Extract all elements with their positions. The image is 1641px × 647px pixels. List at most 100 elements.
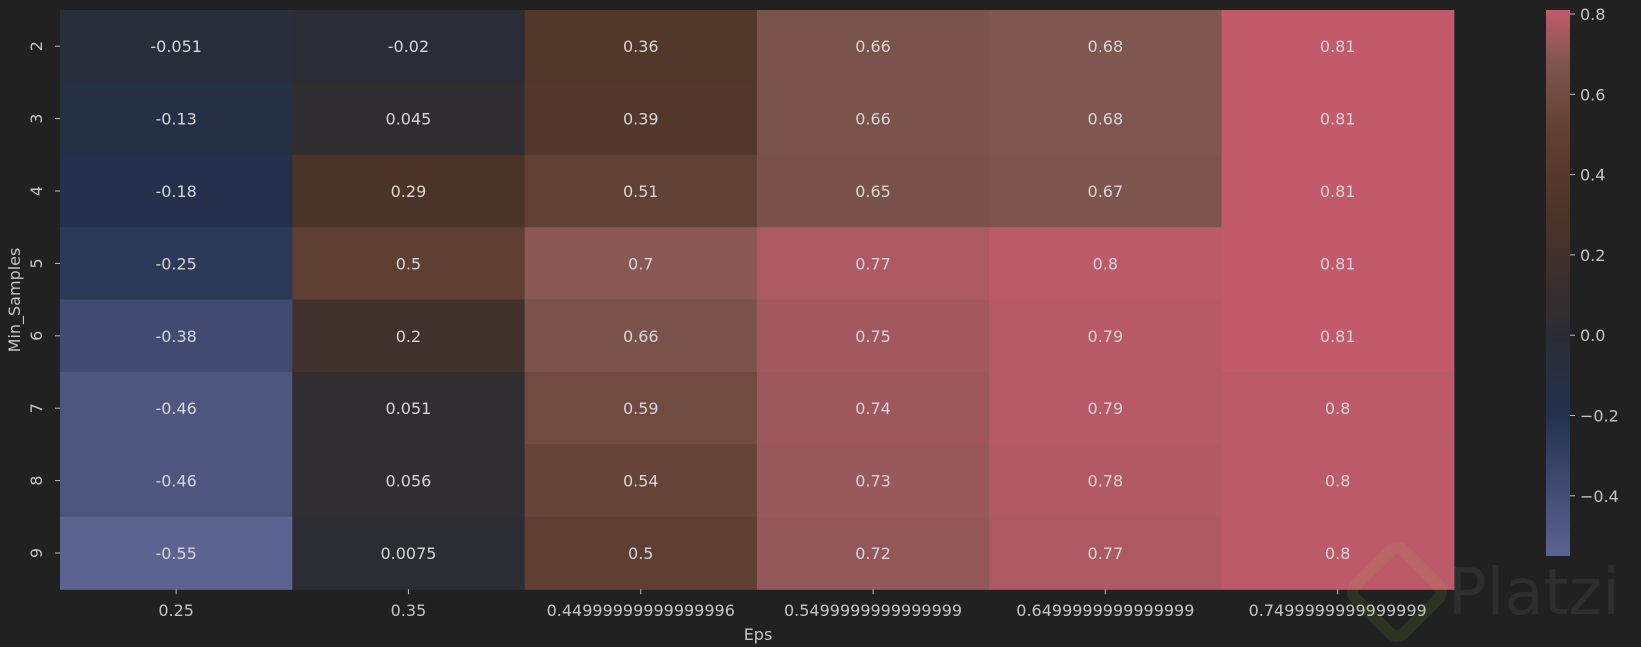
colorbar bbox=[1546, 10, 1570, 556]
x-tick-label: 0.44999999999999996 bbox=[547, 601, 735, 620]
cell-annotation: 0.5 bbox=[396, 254, 421, 273]
heatmap-cell bbox=[292, 227, 526, 301]
x-tick-label: 0.7499999999999999 bbox=[1249, 601, 1427, 620]
heatmap-cell bbox=[756, 372, 990, 445]
y-tick-label: 4 bbox=[27, 186, 46, 196]
heatmap-cell bbox=[756, 299, 990, 373]
heatmap-cell bbox=[292, 444, 526, 518]
heatmap-cell bbox=[989, 516, 1223, 590]
cell-annotation: 0.79 bbox=[1088, 327, 1124, 346]
cell-annotation: 0.7 bbox=[628, 254, 653, 273]
heatmap-cell bbox=[989, 444, 1223, 518]
heatmap-cell bbox=[292, 299, 526, 373]
heatmap-cell bbox=[60, 10, 293, 83]
y-tick-label: 2 bbox=[27, 41, 46, 51]
cell-annotation: 0.81 bbox=[1320, 327, 1356, 346]
heatmap-cell bbox=[524, 444, 758, 518]
cell-annotation: -0.13 bbox=[155, 110, 196, 129]
cell-annotation: -0.25 bbox=[155, 254, 196, 273]
cell-annotation: 0.36 bbox=[623, 37, 659, 56]
heatmap-cell bbox=[989, 372, 1223, 445]
cell-annotation: 0.73 bbox=[855, 472, 891, 491]
cell-annotation: 0.8 bbox=[1093, 254, 1118, 273]
y-tick-label: 3 bbox=[27, 114, 46, 124]
y-tick-label: 9 bbox=[27, 548, 46, 558]
cell-annotation: 0.81 bbox=[1320, 182, 1356, 201]
x-tick-label: 0.25 bbox=[158, 601, 194, 620]
heatmap-cell bbox=[989, 227, 1223, 301]
heatmap-cell bbox=[524, 372, 758, 445]
colorbar-tick-label: −0.4 bbox=[1580, 487, 1619, 506]
watermark-text: Platzi bbox=[1448, 556, 1620, 630]
heatmap-cell bbox=[60, 299, 293, 373]
heatmap-cell bbox=[756, 444, 990, 518]
cell-annotation: 0.79 bbox=[1088, 399, 1124, 418]
heatmap-cell bbox=[989, 82, 1223, 156]
cell-annotations: -0.051 -0.02 0.36 0.66 0.68 0.81 -0.13 0.045 0.3… bbox=[150, 37, 1355, 563]
cell-annotation: 0.77 bbox=[1088, 544, 1124, 563]
cell-annotation: 0.29 bbox=[391, 182, 427, 201]
cell-annotation: 0.65 bbox=[855, 182, 891, 201]
cell-annotation: 0.8 bbox=[1325, 544, 1350, 563]
heatmap-cell bbox=[1221, 82, 1455, 156]
cell-annotation: 0.54 bbox=[623, 472, 659, 491]
heatmap-cell bbox=[60, 227, 293, 301]
heatmap-cell bbox=[1221, 444, 1455, 518]
y-tick-label: 8 bbox=[27, 476, 46, 486]
heatmap-cell bbox=[1221, 10, 1455, 83]
cell-annotation: 0.59 bbox=[623, 399, 659, 418]
x-axis-ticks: 0.25 0.35 0.44999999999999996 0.54999999999… bbox=[158, 589, 1427, 620]
cell-annotation: 0.051 bbox=[386, 399, 432, 418]
colorbar-ticks: 0.8 0.6 0.4 0.2 0.0 −0.2 −0.4 bbox=[1570, 5, 1619, 506]
heatmap-cell bbox=[60, 154, 293, 228]
cell-annotation: 0.77 bbox=[855, 254, 891, 273]
heatmap-cell bbox=[524, 82, 758, 156]
cell-annotation: 0.72 bbox=[855, 544, 891, 563]
heatmap-cell bbox=[1221, 372, 1455, 445]
cell-annotation: -0.051 bbox=[150, 37, 202, 56]
heatmap-cell bbox=[756, 10, 990, 83]
cell-annotation: -0.46 bbox=[155, 399, 196, 418]
heatmap-cell bbox=[60, 372, 293, 445]
heatmap-cell bbox=[1221, 154, 1455, 228]
heatmap-cell bbox=[524, 299, 758, 373]
heatmap-cell bbox=[292, 516, 526, 590]
cell-annotation: 0.75 bbox=[855, 327, 891, 346]
cell-annotation: 0.81 bbox=[1320, 37, 1356, 56]
platzi-logo-icon bbox=[1347, 542, 1447, 642]
heatmap-cell bbox=[292, 372, 526, 445]
heatmap-cell bbox=[989, 154, 1223, 228]
y-tick-label: 7 bbox=[27, 403, 46, 413]
platzi-watermark: Platzi bbox=[1347, 542, 1620, 642]
heatmap-cell bbox=[989, 299, 1223, 373]
y-axis-ticks: 2 3 4 5 6 7 8 9 bbox=[27, 41, 60, 558]
cell-annotation: -0.38 bbox=[155, 327, 196, 346]
colorbar-tick-label: 0.2 bbox=[1580, 246, 1605, 265]
cell-annotation: -0.02 bbox=[388, 37, 429, 56]
x-axis-label: Eps bbox=[744, 625, 773, 644]
x-tick-label: 0.35 bbox=[391, 601, 427, 620]
heatmap-cell bbox=[1221, 299, 1455, 373]
cell-annotation: 0.2 bbox=[396, 327, 421, 346]
heatmap-cell bbox=[60, 82, 293, 156]
cell-annotation: 0.68 bbox=[1088, 37, 1124, 56]
colorbar-tick-label: 0.4 bbox=[1580, 166, 1605, 185]
colorbar-tick-label: 0.0 bbox=[1580, 326, 1605, 345]
colorbar-tick-label: −0.2 bbox=[1580, 406, 1619, 425]
cell-annotation: 0.5 bbox=[628, 544, 653, 563]
cell-annotation: 0.045 bbox=[386, 110, 432, 129]
cell-annotation: 0.66 bbox=[855, 110, 891, 129]
y-axis-label: Min_Samples bbox=[5, 248, 25, 353]
colorbar-tick-label: 0.6 bbox=[1580, 85, 1605, 104]
heatmap-cell bbox=[292, 154, 526, 228]
cell-annotation: 0.0075 bbox=[380, 544, 436, 563]
heatmap-cell bbox=[524, 227, 758, 301]
heatmap-cell bbox=[292, 10, 526, 83]
x-tick-label: 0.5499999999999999 bbox=[784, 601, 962, 620]
heatmap-cell bbox=[756, 227, 990, 301]
cell-annotation: 0.8 bbox=[1325, 399, 1350, 418]
cell-annotation: -0.55 bbox=[155, 544, 196, 563]
cell-annotation: -0.46 bbox=[155, 472, 196, 491]
heatmap-cell bbox=[524, 10, 758, 83]
cell-annotation: -0.18 bbox=[155, 182, 196, 201]
